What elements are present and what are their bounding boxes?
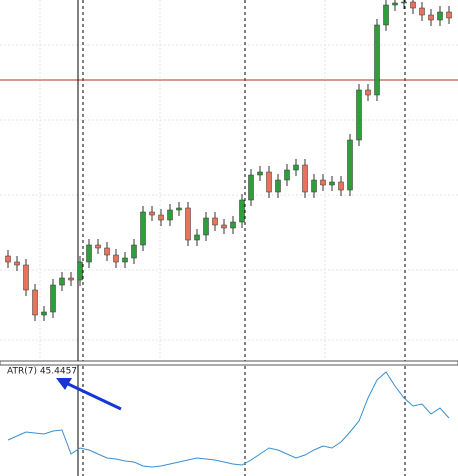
candle-body [104, 247, 110, 256]
candle-body [419, 7, 425, 16]
candle-body [266, 171, 272, 193]
candle-body [194, 234, 200, 241]
candle-body [149, 211, 155, 216]
candle-body [59, 277, 65, 286]
candle-body [185, 207, 191, 241]
candle-body [356, 89, 362, 141]
candle-body [113, 254, 119, 263]
candle-body [383, 4, 389, 26]
candle-body [5, 255, 11, 263]
candle-body [122, 257, 128, 263]
indicator-label: ATR(7) 45.4457 [7, 367, 77, 377]
period-separators [82, 0, 406, 476]
candle-body [14, 261, 20, 266]
atr-line [7, 371, 450, 468]
candle-body [221, 224, 227, 229]
candle-body [374, 24, 380, 96]
candle-body [293, 164, 299, 171]
marks [5, 0, 452, 468]
candle-body [410, 1, 416, 9]
arrow-shaft [65, 381, 122, 411]
candle-body [392, 2, 398, 6]
candle-body [329, 181, 335, 186]
candle-body [248, 174, 254, 201]
candle-body [176, 207, 182, 211]
candle-body [167, 209, 173, 221]
candle-body [365, 89, 371, 96]
candle-body [428, 14, 434, 21]
candle-body [50, 284, 56, 313]
candle-body [437, 11, 443, 21]
candle-body [311, 179, 317, 193]
candle-body [203, 217, 209, 236]
candle-body [446, 11, 452, 19]
candle-body [212, 217, 218, 226]
panel-divider [0, 360, 458, 366]
candle-body [284, 169, 290, 181]
candle-body [140, 211, 146, 246]
candle-body [131, 244, 137, 259]
candle-body [347, 139, 353, 191]
candle-body [68, 277, 74, 281]
arrow [56, 378, 122, 411]
candle-body [77, 261, 83, 281]
candle-body [32, 289, 38, 316]
candle-body [239, 199, 245, 223]
candle-body [302, 164, 308, 193]
candle-body [41, 311, 47, 316]
candle-body [320, 179, 326, 186]
grid [0, 0, 458, 360]
candle-body [230, 221, 236, 229]
candle-body [86, 244, 92, 263]
candle-body [23, 264, 29, 291]
candle-body [257, 171, 263, 176]
candle-body [401, 1, 407, 4]
candle-body [275, 179, 281, 193]
candle-body [158, 214, 164, 221]
candle-body [95, 244, 101, 249]
candle-body [338, 181, 344, 191]
arrow-head [56, 378, 72, 390]
